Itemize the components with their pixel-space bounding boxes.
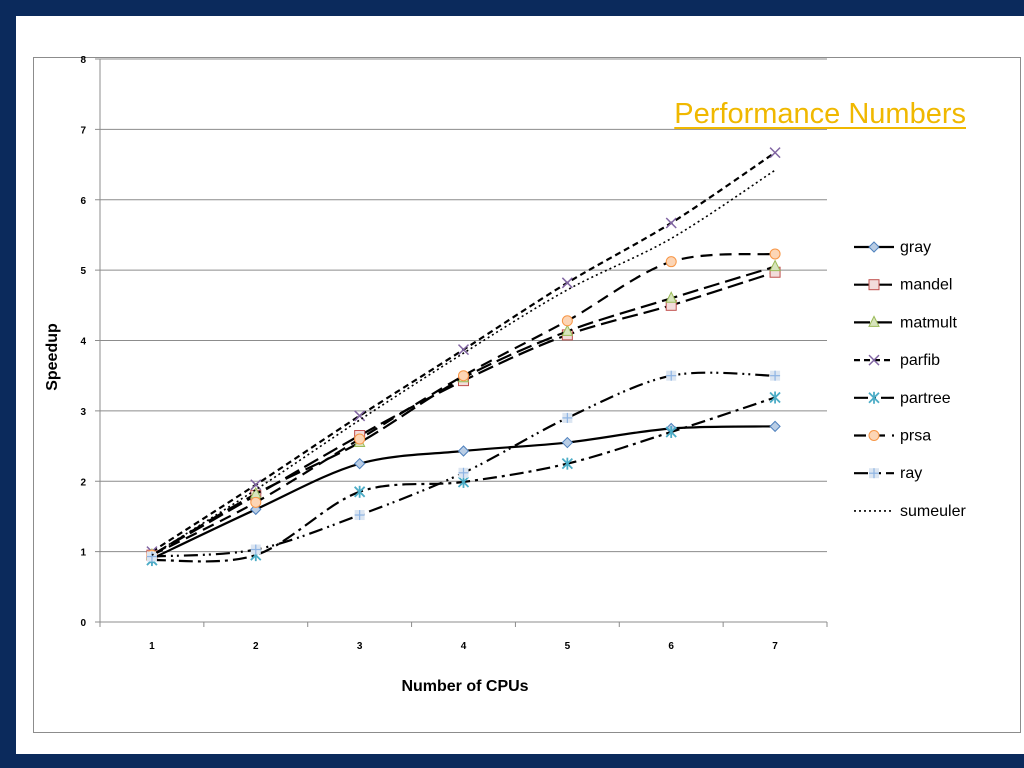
legend: gray mandel matmult parfib partree prsa ray sum… — [854, 239, 966, 520]
data-point-parfib-4 — [457, 344, 470, 356]
legend-item-matmult: matmult — [854, 314, 957, 331]
data-point-prsa-5 — [561, 315, 573, 327]
legend-marker-prsa — [868, 430, 880, 441]
data-point-parfib-3 — [354, 410, 366, 422]
grid-lines — [100, 58, 827, 553]
data-point-prsa-6 — [665, 256, 677, 268]
x-tick-label: 1 — [149, 641, 155, 652]
legend-item-gray: gray — [854, 239, 931, 256]
series-partree — [146, 391, 781, 567]
x-axis-title: Number of CPUs — [401, 678, 528, 695]
data-point-matmult-7 — [769, 259, 781, 272]
data-point-ray-2 — [250, 544, 261, 555]
data-point-prsa-4 — [458, 370, 469, 382]
chart-frame — [33, 57, 1021, 733]
y-tick-label: 5 — [80, 266, 86, 277]
data-point-partree-4 — [457, 475, 470, 488]
data-point-gray-4 — [457, 445, 470, 457]
y-tick-label: 6 — [80, 196, 86, 207]
series-parfib — [146, 147, 781, 558]
legend-item-partree: partree — [854, 390, 951, 407]
slide: 0 1 2 3 4 5 6 7 8 1 2 3 4 5 6 7 gray mandel matmult parfib… — [16, 16, 1024, 754]
legend-marker-gray — [868, 241, 880, 253]
series-prsa — [146, 248, 781, 561]
legend-label-matmult: matmult — [900, 314, 957, 331]
legend-item-prsa: prsa — [854, 428, 931, 445]
data-point-partree-5 — [561, 457, 573, 470]
y-tick-label: 0 — [80, 618, 86, 629]
data-point-ray-5 — [562, 412, 573, 423]
slide-title: Performance Numbers — [674, 98, 966, 130]
y-tick-label: 2 — [80, 477, 86, 488]
x-tick-label: 6 — [668, 641, 674, 652]
legend-label-parfib: parfib — [900, 352, 940, 369]
series-ray — [146, 370, 781, 562]
y-tick-label: 3 — [80, 407, 86, 418]
data-point-matmult-6 — [665, 291, 678, 303]
series-line-ray — [151, 371, 776, 558]
series-gray — [146, 420, 781, 565]
data-point-partree-3 — [354, 485, 366, 498]
data-point-parfib-7 — [769, 147, 781, 159]
legend-marker-ray — [869, 468, 879, 479]
y-tick-label: 7 — [80, 125, 86, 136]
series-lines — [146, 147, 781, 567]
data-point-gray-5 — [561, 436, 574, 449]
data-point-prsa-7 — [769, 248, 781, 260]
legend-item-parfib: parfib — [854, 352, 940, 369]
data-point-ray-7 — [770, 370, 781, 381]
legend-marker-parfib — [868, 354, 880, 366]
y-tick-label: 4 — [80, 337, 86, 348]
y-tick-label: 1 — [80, 548, 86, 559]
legend-marker-mandel — [868, 279, 880, 291]
data-point-partree-7 — [769, 391, 781, 404]
legend-item-mandel: mandel — [854, 277, 952, 294]
series-line-prsa — [151, 252, 776, 557]
series-line-parfib — [151, 151, 776, 553]
data-point-matmult-5 — [561, 324, 574, 336]
legend-label-gray: gray — [900, 239, 931, 256]
legend-marker-matmult — [868, 315, 880, 327]
legend-marker-partree — [868, 391, 880, 404]
legend-label-sumeuler: sumeuler — [900, 503, 966, 520]
data-point-prsa-2 — [250, 496, 262, 508]
data-point-ray-1 — [146, 551, 157, 562]
data-point-parfib-5 — [561, 277, 573, 289]
data-point-prsa-3 — [354, 433, 366, 445]
axes: 0 1 2 3 4 5 6 7 8 1 2 3 4 5 6 7 — [80, 55, 828, 652]
data-point-partree-6 — [665, 425, 677, 438]
data-point-ray-3 — [354, 510, 365, 521]
data-point-ray-4 — [458, 467, 469, 478]
legend-label-mandel: mandel — [900, 277, 952, 294]
speedup-chart: 0 1 2 3 4 5 6 7 8 1 2 3 4 5 6 7 gray mandel matmult parfib… — [44, 55, 966, 695]
legend-label-partree: partree — [900, 390, 951, 407]
y-axis-title: Speedup — [44, 323, 61, 391]
y-tick-label: 8 — [80, 55, 86, 66]
data-point-gray-7 — [769, 420, 781, 433]
series-line-sumeuler — [151, 169, 776, 556]
legend-item-ray: ray — [854, 465, 922, 482]
x-tick-label: 2 — [253, 641, 259, 652]
x-tick-label: 4 — [461, 641, 467, 652]
data-point-ray-6 — [666, 370, 677, 381]
series-line-mandel — [151, 271, 776, 557]
legend-label-ray: ray — [900, 465, 922, 482]
legend-label-prsa: prsa — [900, 428, 931, 445]
series-sumeuler — [151, 169, 776, 556]
legend-item-sumeuler: sumeuler — [854, 503, 966, 520]
data-point-parfib-6 — [665, 217, 677, 229]
data-point-gray-3 — [353, 457, 366, 470]
series-matmult — [146, 259, 781, 560]
x-tick-label: 7 — [772, 641, 778, 652]
x-tick-label: 3 — [357, 641, 363, 652]
x-tick-label: 5 — [565, 641, 571, 652]
